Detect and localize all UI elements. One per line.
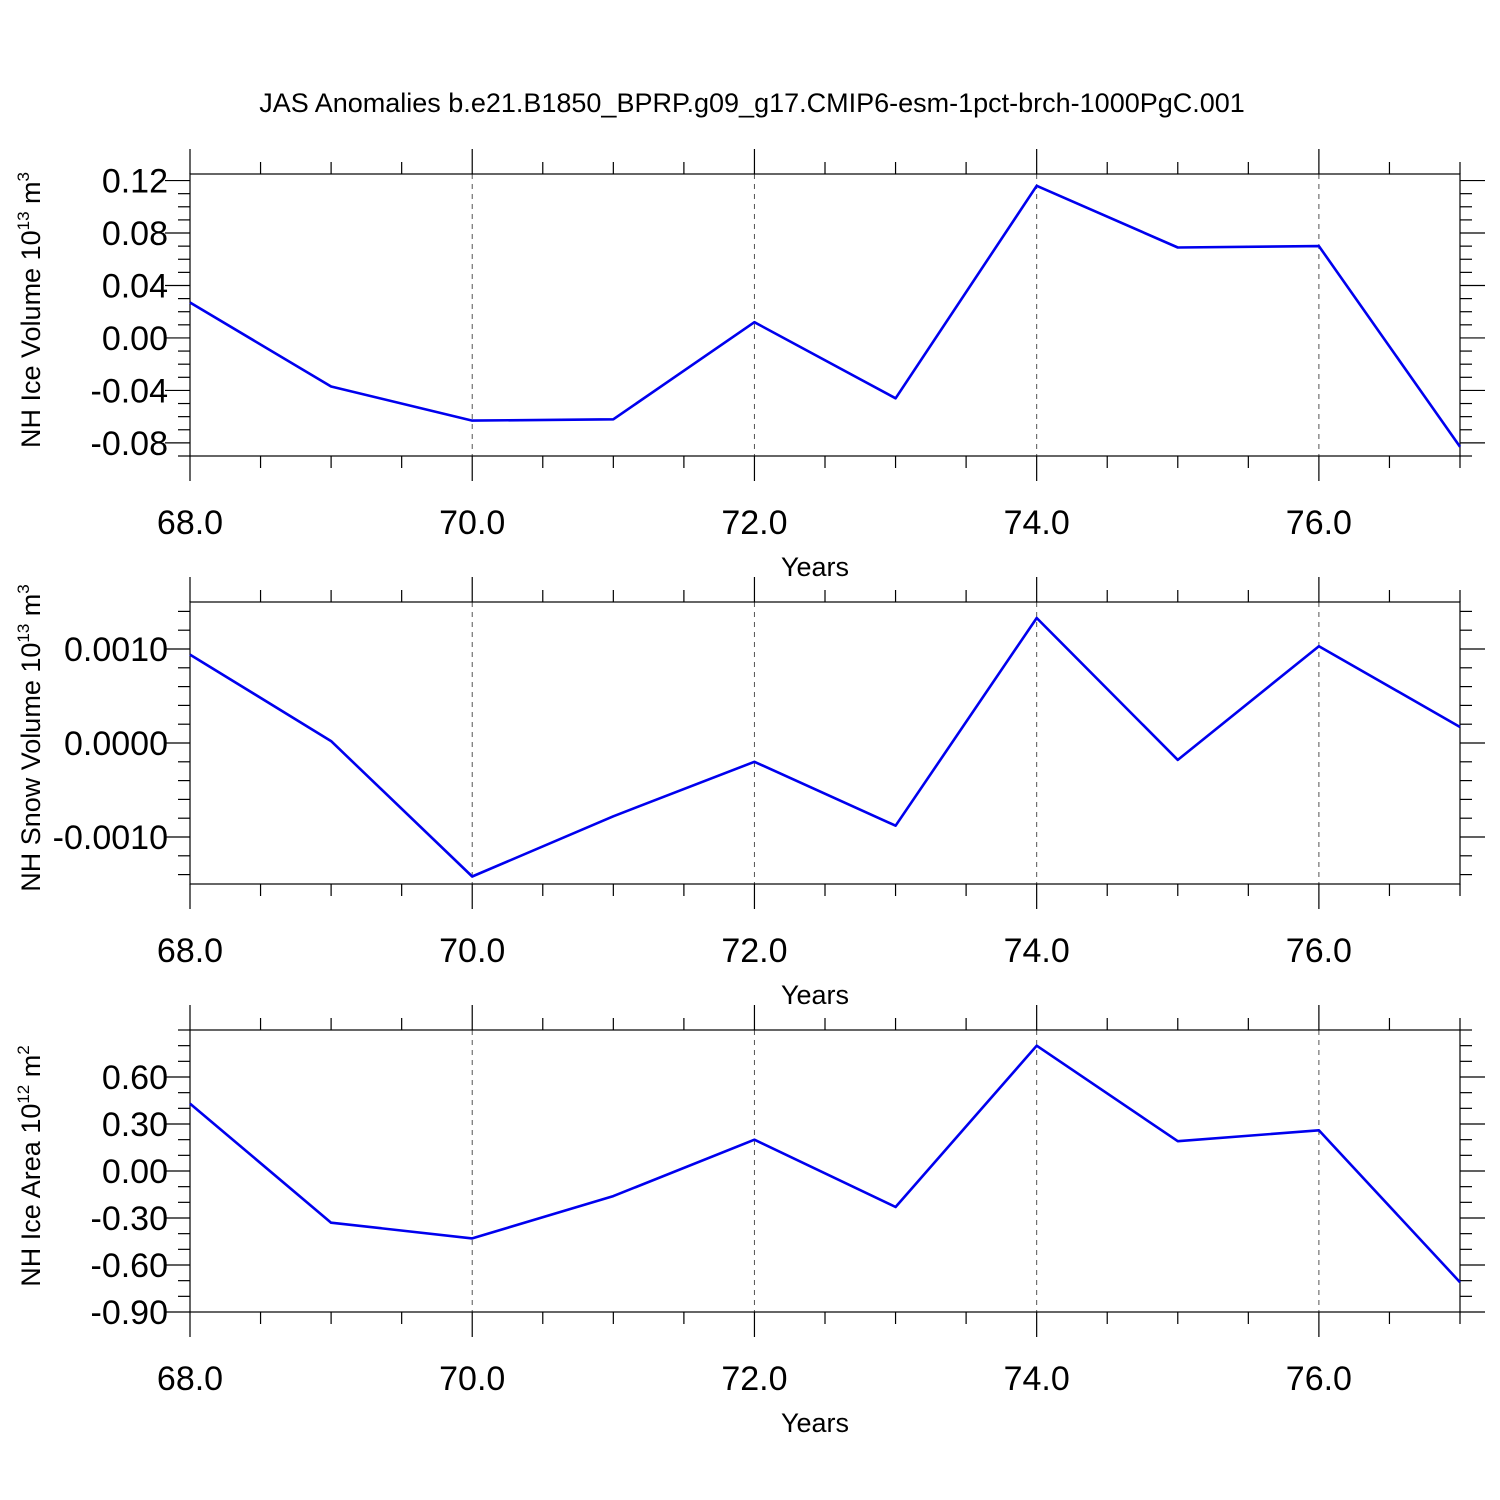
data-point bbox=[895, 1207, 896, 1208]
plot-frame bbox=[189, 1029, 1461, 1313]
x-axis-title: Years bbox=[781, 1408, 849, 1438]
y-tick-label: 0.30 bbox=[102, 1106, 168, 1144]
y-tick-label: 0.0010 bbox=[64, 631, 168, 669]
data-point bbox=[1460, 1282, 1461, 1283]
y-tick-label: -0.30 bbox=[91, 1200, 169, 1238]
data-point bbox=[1318, 646, 1319, 647]
y-axis-title: NH Ice Volume 1013 m3 bbox=[14, 172, 46, 448]
series-line bbox=[189, 184, 1462, 448]
data-point bbox=[754, 322, 755, 323]
y-tick-label: -0.0010 bbox=[53, 819, 168, 857]
data-point bbox=[1177, 247, 1178, 248]
data-point bbox=[190, 1103, 191, 1104]
y-axis-title: NH Ice Area 1012 m2 bbox=[14, 1045, 46, 1286]
plot-frame bbox=[189, 601, 1461, 885]
y-axis-title-part: m bbox=[16, 1055, 46, 1085]
y-tick-label: 0.00 bbox=[102, 320, 168, 358]
y-tick-label: 0.08 bbox=[102, 215, 168, 253]
x-tick-label: 70.0 bbox=[439, 932, 505, 970]
data-point bbox=[1318, 246, 1319, 247]
y-axis-title: NH Snow Volume 1013 m3 bbox=[14, 584, 46, 892]
x-axis-title: Years bbox=[781, 552, 849, 582]
panel-3: -0.90 -0.60 -0.30 0.00 0.30 0.60 68.0 70.0 72.0 7… bbox=[14, 1005, 1485, 1438]
x-tick-label: 70.0 bbox=[439, 1360, 505, 1398]
y-axis-title-part: m bbox=[16, 594, 46, 624]
data-point bbox=[613, 1196, 614, 1197]
data-point bbox=[1318, 1130, 1319, 1131]
data-point bbox=[1036, 185, 1037, 186]
y-tick-label: -0.04 bbox=[91, 372, 169, 410]
data-point bbox=[472, 1238, 473, 1239]
y-tick-label: -0.60 bbox=[91, 1247, 169, 1285]
panel-1: -0.08 -0.04 0.00 0.04 0.08 0.12 68.0 70.0 72.0 74… bbox=[14, 149, 1485, 582]
x-tick-label: 74.0 bbox=[1004, 504, 1070, 542]
chart-panels: -0.08 -0.04 0.00 0.04 0.08 0.12 68.0 70.0 72.0 74… bbox=[14, 149, 1485, 1438]
y-axis-title-part: NH Ice Volume 10 bbox=[16, 230, 46, 448]
chart-title: JAS Anomalies b.e21.B1850_BPRP.g09_g17.C… bbox=[259, 88, 1245, 118]
x-tick-label: 76.0 bbox=[1286, 504, 1352, 542]
x-tick-label: 68.0 bbox=[157, 1360, 223, 1398]
data-point bbox=[754, 761, 755, 762]
y-tick-label: -0.08 bbox=[91, 425, 169, 463]
data-point bbox=[1460, 727, 1461, 728]
x-tick-label: 72.0 bbox=[721, 1360, 787, 1398]
plot-frame bbox=[189, 173, 1461, 457]
data-point bbox=[1177, 759, 1178, 760]
x-tick-label: 68.0 bbox=[157, 932, 223, 970]
panel-2: -0.0010 0.0000 0.0010 68.0 70.0 72.0 74.0 76.0 Y… bbox=[14, 577, 1485, 1010]
data-point bbox=[190, 654, 191, 655]
x-tick-label: 76.0 bbox=[1286, 1360, 1352, 1398]
x-tick-label: 68.0 bbox=[157, 504, 223, 542]
y-axis-title-superscript: 13 bbox=[14, 624, 33, 643]
x-axis-title: Years bbox=[781, 980, 849, 1010]
y-tick-label: 0.00 bbox=[102, 1153, 168, 1191]
y-tick-label: 0.12 bbox=[102, 163, 168, 201]
y-tick-label: -0.90 bbox=[91, 1294, 169, 1332]
y-axis-title-superscript: 13 bbox=[14, 211, 33, 230]
data-point bbox=[613, 816, 614, 817]
x-tick-label: 74.0 bbox=[1004, 1360, 1070, 1398]
data-point bbox=[472, 876, 473, 877]
y-axis-title-part: NH Snow Volume 10 bbox=[16, 643, 46, 892]
x-tick-label: 74.0 bbox=[1004, 932, 1070, 970]
data-point bbox=[1177, 1141, 1178, 1142]
data-point bbox=[754, 1139, 755, 1140]
series-line bbox=[189, 1044, 1461, 1284]
y-axis-title-superscript: 12 bbox=[14, 1085, 33, 1104]
data-point bbox=[895, 825, 896, 826]
data-point bbox=[1460, 446, 1461, 447]
x-tick-label: 70.0 bbox=[439, 504, 505, 542]
x-tick-label: 72.0 bbox=[721, 932, 787, 970]
y-axis-title-superscript: 3 bbox=[14, 172, 33, 181]
y-tick-label: 0.04 bbox=[102, 267, 168, 305]
data-point bbox=[613, 419, 614, 420]
data-point bbox=[1036, 1045, 1037, 1046]
series-line bbox=[189, 616, 1461, 878]
y-axis-title-part: m bbox=[16, 181, 46, 211]
y-axis-title-superscript: 3 bbox=[14, 584, 33, 593]
data-point bbox=[472, 420, 473, 421]
data-point bbox=[331, 1222, 332, 1223]
x-tick-label: 72.0 bbox=[721, 504, 787, 542]
data-point bbox=[331, 386, 332, 387]
data-point bbox=[190, 302, 191, 303]
y-tick-label: 0.60 bbox=[102, 1059, 168, 1097]
data-point bbox=[331, 741, 332, 742]
y-tick-label: 0.0000 bbox=[64, 725, 168, 763]
y-axis-title-part: NH Ice Area 10 bbox=[16, 1104, 46, 1287]
y-axis-title-superscript: 2 bbox=[14, 1045, 33, 1054]
data-point bbox=[895, 398, 896, 399]
x-tick-label: 76.0 bbox=[1286, 932, 1352, 970]
data-point bbox=[1036, 617, 1037, 618]
